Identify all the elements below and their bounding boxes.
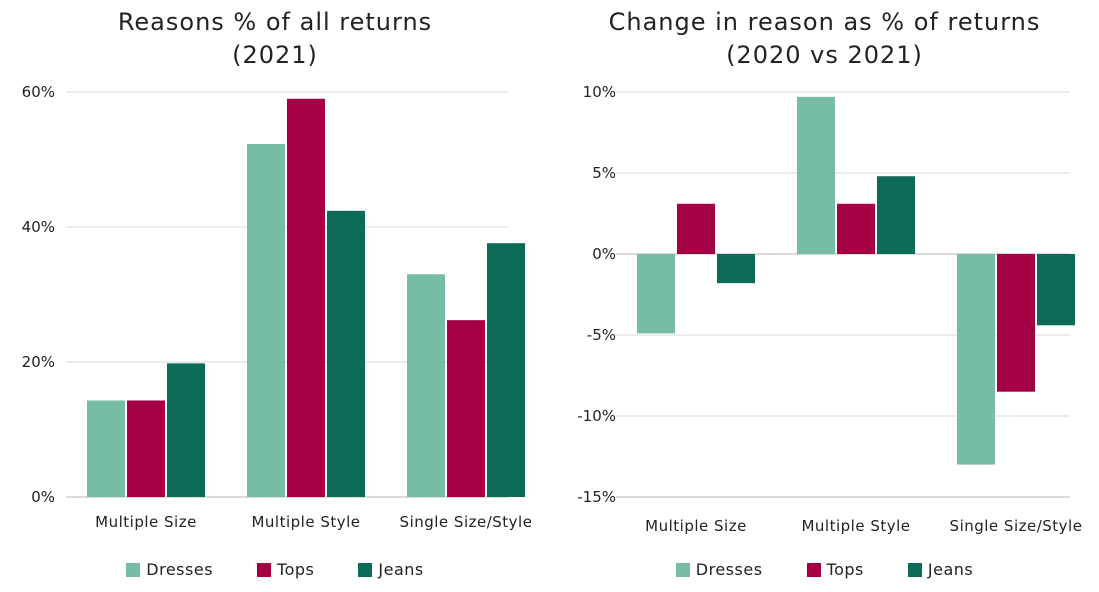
chart-reasons-2021: Reasons % of all returns (2021) 0% 20% 40%… [0, 6, 550, 579]
bar-jeans [1037, 254, 1075, 326]
bar-dresses [957, 254, 995, 465]
y-tick-label: 40% [22, 218, 55, 236]
legend-swatch-jeans [358, 562, 373, 577]
legend-item-tops: Tops [257, 560, 314, 579]
chart-title-line-2: (2020 vs 2021) [726, 41, 923, 69]
legend-swatch-tops [806, 562, 821, 577]
legend-label: Tops [277, 560, 315, 579]
y-tick-label: 60% [22, 83, 55, 101]
legend-label: Dresses [695, 560, 763, 579]
bar-dresses [247, 143, 285, 497]
bar-tops [837, 203, 875, 254]
bar-jeans [717, 254, 755, 284]
x-category-label: Single Size/Style [400, 513, 533, 531]
bar-dresses [407, 274, 445, 497]
chart-title: Reasons % of all returns (2021) [0, 6, 550, 72]
x-category-label: Multiple Size [645, 517, 747, 535]
chart-title-line-1: Change in reason as % of returns [608, 8, 1041, 36]
bar-dresses [637, 254, 675, 334]
bar-tops [447, 320, 485, 497]
legend-label: Jeans [927, 560, 974, 579]
legend: Dresses Tops Jeans [550, 560, 1099, 579]
bar-jeans [167, 363, 205, 497]
x-category-label: Multiple Style [801, 517, 910, 535]
legend-item-jeans: Jeans [907, 560, 974, 579]
legend-swatch-tops [257, 562, 272, 577]
y-tick-label: -15% [577, 488, 616, 506]
y-tick-label: 0% [592, 245, 616, 263]
legend-item-jeans: Jeans [358, 560, 423, 579]
legend-item-dresses: Dresses [675, 560, 763, 579]
bar-tops [997, 254, 1035, 392]
legend-label: Tops [826, 560, 864, 579]
legend-swatch-jeans [907, 562, 922, 577]
bar-chart-plot: -15% -10% -5% 0% 5% 10% Multiple Size Multiple … [577, 83, 1083, 535]
bar-tops [677, 203, 715, 254]
y-tick-label: 0% [31, 488, 55, 506]
x-category-label: Multiple Style [251, 513, 360, 531]
y-tick-label: 5% [592, 164, 616, 182]
legend-label: Dresses [146, 560, 214, 579]
bar-dresses [797, 96, 835, 254]
y-tick-label: 20% [22, 353, 55, 371]
x-category-label: Single Size/Style [950, 517, 1083, 535]
legend-label: Jeans [378, 560, 424, 579]
legend: Dresses Tops Jeans [0, 560, 550, 579]
y-tick-label: -10% [577, 407, 616, 425]
legend-item-dresses: Dresses [126, 560, 213, 579]
chart-title-line-1: Reasons % of all returns [117, 8, 433, 36]
bar-dresses [87, 400, 125, 497]
legend-item-tops: Tops [806, 560, 864, 579]
chart-title-line-2: (2021) [232, 41, 318, 69]
bar-jeans [877, 176, 915, 254]
bar-jeans [327, 210, 365, 498]
x-category-label: Multiple Size [95, 513, 197, 531]
bar-chart-plot: 0% 20% 40% 60% Multiple Size Multiple Style Si… [22, 83, 533, 531]
chart-change-2020-vs-2021: Change in reason as % of returns (2020 v… [550, 0, 1099, 592]
y-tick-label: 10% [583, 83, 616, 101]
chart-title: Change in reason as % of returns (2020 v… [550, 6, 1099, 72]
y-tick-label: -5% [587, 326, 616, 344]
bar-tops [287, 98, 325, 497]
bar-jeans [487, 243, 525, 497]
bar-tops [127, 400, 165, 497]
legend-swatch-dresses [675, 562, 690, 577]
legend-swatch-dresses [126, 562, 141, 577]
